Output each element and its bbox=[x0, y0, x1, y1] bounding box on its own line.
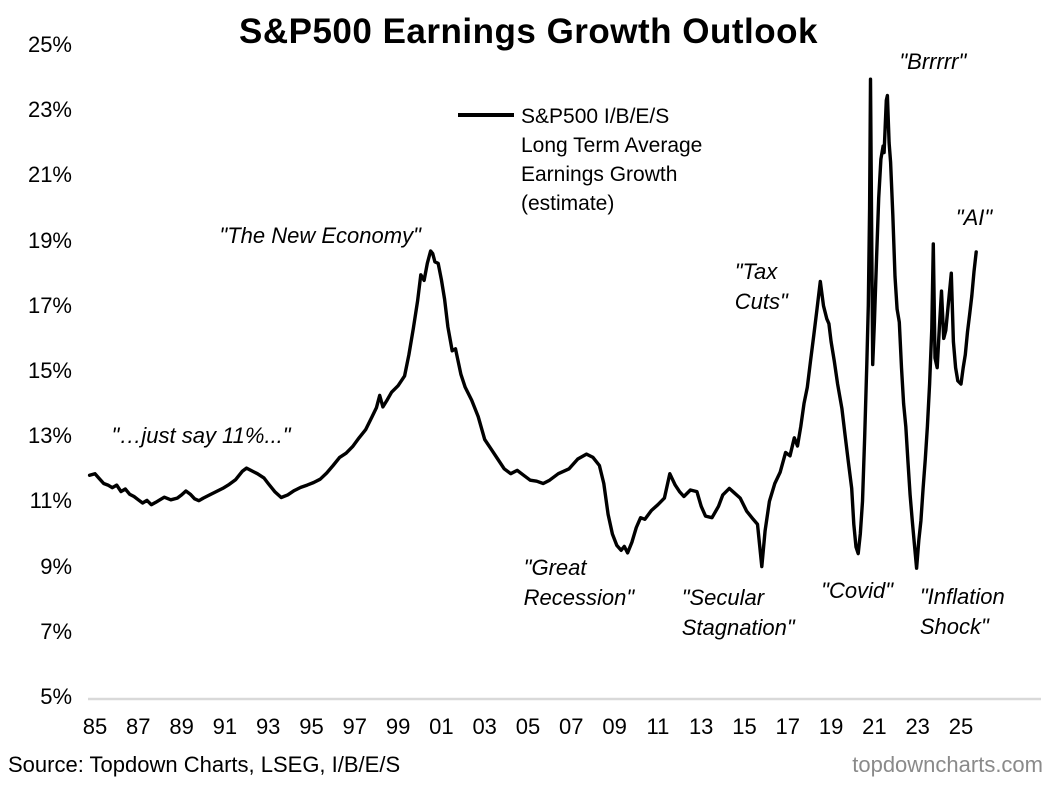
x-tick-label: 13 bbox=[688, 714, 714, 739]
series-line bbox=[87, 77, 978, 570]
annotation-great-recession: "Great Recession" bbox=[523, 554, 635, 610]
x-tick-label: 95 bbox=[299, 714, 324, 739]
legend-line-swatch bbox=[458, 113, 514, 117]
x-tick-label: 91 bbox=[212, 714, 238, 739]
x-tick-label: 03 bbox=[472, 714, 497, 739]
y-tick-label: 21% bbox=[27, 162, 72, 188]
y-tick-label: 17% bbox=[27, 292, 72, 318]
x-tick-label: 15 bbox=[732, 714, 757, 739]
x-tick-label: 85 bbox=[82, 714, 108, 739]
watermark: topdowncharts.com bbox=[852, 752, 1043, 777]
annotation-covid: "Covid" bbox=[821, 578, 894, 604]
annotation-tax-cuts: "Tax Cuts" bbox=[734, 258, 788, 314]
x-tick-label: 19 bbox=[818, 714, 844, 739]
x-tick-label: 87 bbox=[126, 714, 151, 739]
y-tick-label: 9% bbox=[40, 553, 72, 579]
y-tick-label: 13% bbox=[27, 423, 72, 449]
y-tick-label: 25% bbox=[27, 32, 72, 57]
x-tick-label: 09 bbox=[602, 714, 627, 739]
annotation-new-economy: "The New Economy" bbox=[219, 222, 421, 248]
x-tick-label: 07 bbox=[559, 714, 584, 739]
legend-label-line1: S&P500 I/B/E/S bbox=[521, 105, 670, 128]
x-tick-label: 01 bbox=[429, 714, 454, 739]
source-note: Source: Topdown Charts, LSEG, I/B/E/S bbox=[8, 752, 401, 777]
x-tick-label: 05 bbox=[515, 714, 541, 739]
annotation-secular-stagnation: "Secular Stagnation" bbox=[681, 584, 795, 640]
x-tick-label: 99 bbox=[385, 714, 411, 739]
annotation-inflation-shock: "Inflation Shock" bbox=[919, 583, 1005, 639]
x-tick-label: 21 bbox=[862, 714, 887, 739]
annotation-just-say-11: "…just say 11%..." bbox=[111, 423, 291, 449]
y-tick-label: 5% bbox=[40, 684, 72, 709]
x-tick-label: 23 bbox=[905, 714, 930, 739]
y-tick-label: 7% bbox=[40, 618, 72, 644]
legend-label-line3: Earnings Growth bbox=[521, 163, 678, 186]
x-tick-label: 93 bbox=[255, 714, 281, 739]
legend-label-line4: (estimate) bbox=[521, 192, 615, 215]
y-tick-label: 11% bbox=[29, 488, 72, 514]
annotation-brrrrr: "Brrrrr" bbox=[899, 48, 967, 74]
legend-label: S&P500 I/B/E/S Long Term Average Earning… bbox=[521, 102, 702, 218]
annotation-ai: "AI" bbox=[955, 204, 993, 230]
x-tick-label: 25 bbox=[948, 714, 974, 739]
chart-title: S&P500 Earnings Growth Outlook bbox=[239, 12, 818, 51]
x-tick-label: 17 bbox=[775, 714, 801, 739]
legend-label-line2: Long Term Average bbox=[521, 134, 703, 157]
x-tick-label: 11 bbox=[646, 714, 670, 739]
y-tick-label: 23% bbox=[27, 97, 72, 123]
y-tick-label: 19% bbox=[27, 227, 72, 253]
x-tick-label: 89 bbox=[169, 714, 194, 739]
legend: S&P500 I/B/E/S Long Term Average Earning… bbox=[458, 102, 702, 218]
y-tick-label: 15% bbox=[27, 358, 72, 383]
x-tick-label: 97 bbox=[342, 714, 368, 739]
